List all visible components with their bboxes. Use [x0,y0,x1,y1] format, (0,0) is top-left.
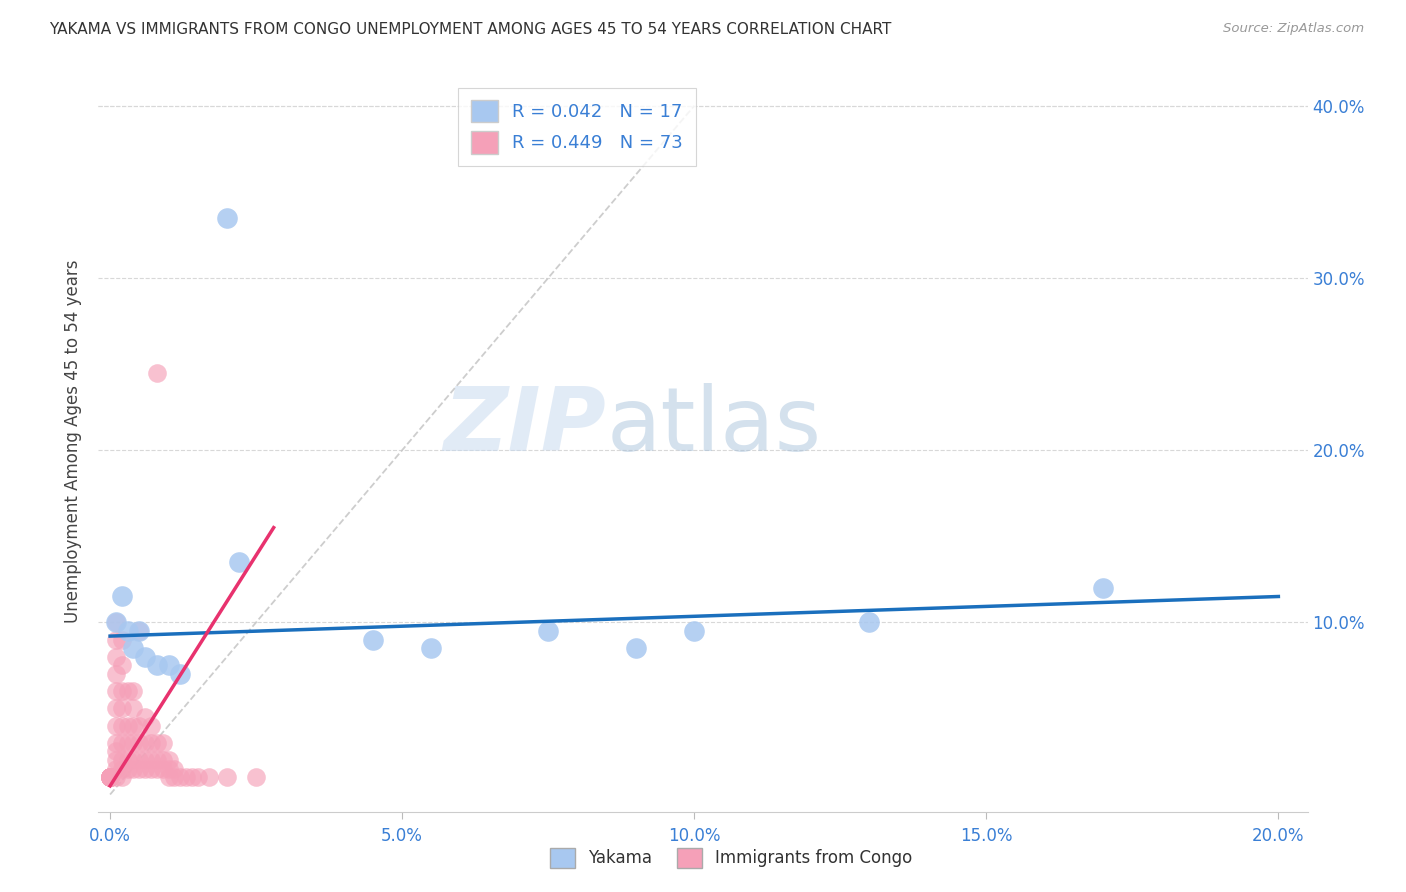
Point [104,736,127,750]
Point [111,718,134,732]
Point [111,658,134,673]
Point [157,753,180,767]
Point [146,736,169,750]
Point [98,770,121,784]
Point [122,641,145,656]
Point [111,762,134,776]
Point [198,770,221,784]
Point [228,555,250,569]
Point [146,753,169,767]
Point [134,753,156,767]
Point [858,615,880,630]
Point [169,770,191,784]
Point [104,718,127,732]
Point [683,624,706,638]
Point [174,770,197,784]
Point [117,753,139,767]
Point [98,770,121,784]
Point [146,762,169,776]
Point [111,753,134,767]
Point [128,736,150,750]
Point [111,770,134,784]
Point [537,624,560,638]
Point [134,649,156,664]
Point [146,658,169,673]
Point [122,701,145,715]
Point [104,744,127,758]
Y-axis label: Unemployment Among Ages 45 to 54 years: Unemployment Among Ages 45 to 54 years [65,260,83,624]
Point [157,770,180,784]
Point [152,762,174,776]
Point [104,753,127,767]
Point [104,762,127,776]
Point [215,211,238,225]
Point [122,736,145,750]
Text: Source: ZipAtlas.com: Source: ZipAtlas.com [1223,22,1364,36]
Point [104,632,127,647]
Point [104,701,127,715]
Point [187,770,209,784]
Point [361,632,384,647]
Point [104,770,127,784]
Point [134,736,156,750]
Point [104,649,127,664]
Point [215,770,238,784]
Point [104,667,127,681]
Point [180,770,202,784]
Point [128,718,150,732]
Point [169,667,191,681]
Point [111,736,134,750]
Point [98,770,121,784]
Point [134,710,156,724]
Point [104,615,127,630]
Point [245,770,267,784]
Point [122,753,145,767]
Point [117,684,139,698]
Point [98,770,121,784]
Legend: R = 0.042   N = 17, R = 0.449   N = 73: R = 0.042 N = 17, R = 0.449 N = 73 [458,87,696,166]
Point [152,736,174,750]
Text: atlas: atlas [606,384,821,470]
Point [117,736,139,750]
Point [128,624,150,638]
Point [98,770,121,784]
Point [624,641,647,656]
Text: ZIP: ZIP [443,384,606,470]
Point [139,762,162,776]
Point [128,762,150,776]
Point [139,736,162,750]
Point [122,684,145,698]
Text: YAKAMA VS IMMIGRANTS FROM CONGO UNEMPLOYMENT AMONG AGES 45 TO 54 YEARS CORRELATI: YAKAMA VS IMMIGRANTS FROM CONGO UNEMPLOY… [49,22,891,37]
Point [1092,581,1115,595]
Point [139,718,162,732]
Point [111,590,134,604]
Point [139,753,162,767]
Point [111,684,134,698]
Point [152,753,174,767]
Point [122,762,145,776]
Point [122,718,145,732]
Point [98,770,121,784]
Point [146,366,169,380]
Point [98,770,121,784]
Point [98,770,121,784]
Point [117,718,139,732]
Point [98,770,121,784]
Point [157,762,180,776]
Point [104,615,127,630]
Point [117,762,139,776]
Point [128,753,150,767]
Point [134,762,156,776]
Point [420,641,443,656]
Point [98,770,121,784]
Point [157,658,180,673]
Point [111,632,134,647]
Point [128,624,150,638]
Point [104,684,127,698]
Point [111,701,134,715]
Point [117,624,139,638]
Point [163,762,186,776]
Point [163,770,186,784]
Legend: Yakama, Immigrants from Congo: Yakama, Immigrants from Congo [543,841,920,875]
